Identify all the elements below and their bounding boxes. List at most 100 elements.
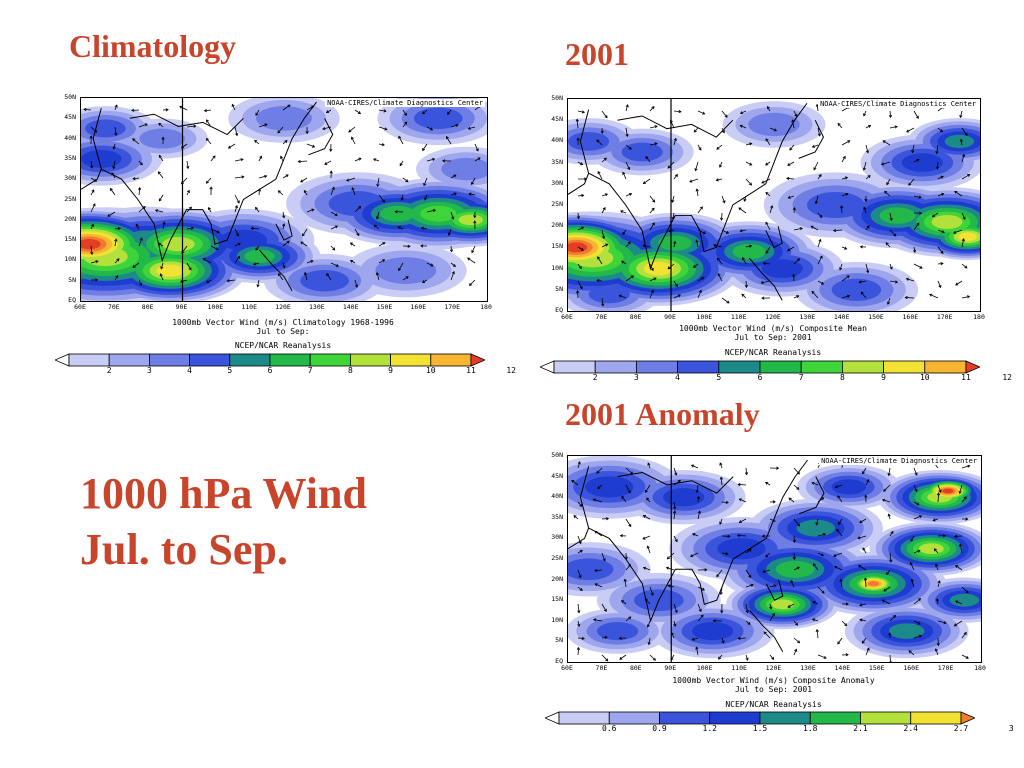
wind-vector-arrowhead [862,547,866,551]
wind-vector-arrowhead [625,104,629,108]
wind-vector-arrowhead [791,119,795,123]
anomaly-title: 2001 Anomaly [565,396,760,432]
wind-vector-arrow [577,263,582,269]
wind-vector-arrow [937,246,944,254]
wind-vector-arrowhead [159,273,163,277]
wind-vector-arrow [643,178,651,184]
wind-vector-arrow [577,246,584,251]
wind-vector-arrow [450,211,454,220]
wind-vector-arrow [577,647,579,656]
wind-vector-arrowhead [158,122,162,126]
wind-vector-arrowhead [468,192,472,196]
wind-vector-arrow [426,262,434,267]
wind-vector-arrow [206,177,212,184]
scale-swatch [924,360,967,374]
wind-vector-arrow [302,228,308,237]
coastline [749,610,784,652]
wind-vector-arrow [110,188,116,196]
latitude-tick-label: 45N [551,115,563,124]
wind-vector-arrow [647,462,651,469]
wind-vector-arrow [913,550,921,554]
wind-vector-arrow [467,257,476,264]
wind-vector-arrowhead [622,231,626,235]
wind-vector-arrow [745,178,752,186]
wind-vector-arrowhead [578,541,582,545]
wind-vector-arrowhead [883,588,887,592]
wind-speed-shading [919,543,944,555]
wind-vector-arrow [745,620,751,625]
wind-vector-arrowhead [671,216,675,221]
wind-vector-arrowhead [818,238,822,243]
wind-vector-arrow [961,212,966,220]
wind-vector-arrowhead [837,122,841,127]
wind-vector-arrow [937,193,944,197]
wind-speed-shading [662,488,705,507]
wind-vector-arrow [577,620,580,627]
wind-vector-arrow [625,275,634,282]
wind-vector-arrow [862,637,867,644]
wind-vector-arrow [234,194,240,204]
wind-vector-arrowhead [604,635,608,640]
scale-lower-arrow [55,353,70,367]
scale-tick-label: 3 [1008,724,1014,733]
wind-vector-arrowhead [965,590,969,594]
wind-vector-arrowhead [748,548,752,552]
wind-vector-arrow [210,245,219,250]
wind-vector-arrowhead [941,192,945,196]
wind-vector-arrow [666,567,675,571]
wind-vector-arrow [742,257,747,265]
wind-vector-arrowhead [236,200,240,204]
wind-vector-arrow [181,245,188,254]
wind-vector-arrowhead [699,206,703,210]
wind-vector-arrowhead [736,533,741,538]
wind-vector-arrow [697,110,705,115]
wind-vector-arrowhead [812,563,816,567]
wind-vector-arrowhead [721,640,725,644]
wind-vector-arrowhead [432,208,437,213]
wind-vector-arrowhead [144,123,148,127]
wind-vector-arrowhead [594,583,598,587]
wind-vector-arrow [672,212,675,220]
wind-vector-arrow [621,600,627,605]
wind-vector-arrowhead [863,577,868,581]
wind-vector-arrowhead [212,155,216,159]
wind-vector-arrowhead [862,471,865,475]
wind-vector-arrowhead [943,620,947,625]
wind-vector-arrow [721,229,729,234]
wind-vector-arrow [422,279,428,283]
wind-vector-arrow [740,229,747,232]
longitude-tick-label: 140E [342,303,359,311]
wind-vector-arrowhead [865,150,870,154]
wind-vector-arrow [721,127,725,133]
wind-vector-arrowhead [719,476,723,480]
wind-vector-arrowhead [671,199,675,203]
scale-tick-label: 11 [961,373,971,382]
wind-vector-arrowhead [837,641,841,645]
wind-vector-arrowhead [839,578,843,582]
wind-vector-arrow [696,189,699,197]
wind-vector-arrowhead [627,490,631,494]
wind-vector-arrow [887,297,891,305]
wind-vector-arrow [138,160,143,166]
map-credit: NOAA-CIRES/Climate Diagnostics Center [818,100,978,108]
wind-vector-arrow [601,636,608,639]
wind-vector-arrow [649,290,654,299]
wind-vector-arrowhead [864,494,868,498]
wind-vector-arrowhead [382,259,386,263]
wind-vector-arrow [351,187,356,196]
wind-vector-arrow [697,496,700,503]
wind-vector-arrowhead [326,273,330,277]
wind-vector-arrowhead [322,126,326,131]
wind-vector-arrowhead [702,111,706,115]
wind-vector-arrow [282,211,285,218]
wind-vector-arrowhead [961,238,965,242]
wind-vector-arrow [961,465,970,469]
wind-vector-arrowhead [910,538,914,542]
wind-vector-arrow [865,479,870,486]
wind-vector-arrowhead [348,129,352,133]
scale-tick-label: 5 [716,373,722,382]
wind-vector-arrowhead [114,238,118,242]
wind-vector-arrowhead [858,564,862,568]
wind-vector-arrow [649,654,656,661]
wind-vector-arrow [955,600,963,605]
